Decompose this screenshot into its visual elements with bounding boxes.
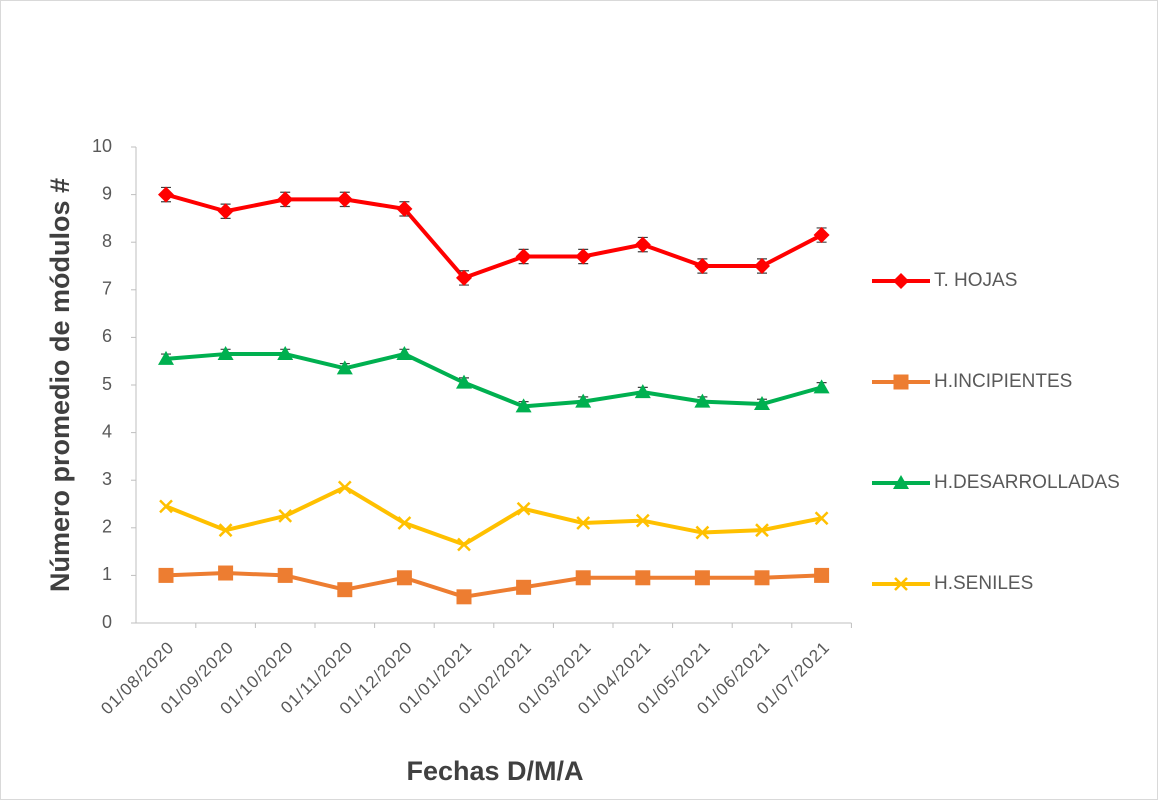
data-point: [694, 570, 710, 586]
data-point: [813, 227, 830, 244]
data-point: [396, 570, 412, 586]
y-tick-label: 9: [102, 183, 112, 203]
data-point: [635, 513, 650, 528]
y-tick-label: 3: [102, 469, 112, 489]
y-tick-label: 5: [102, 374, 112, 394]
series-line: [165, 352, 823, 409]
data-point: [694, 258, 711, 274]
y-tick-label: 10: [92, 136, 112, 156]
data-point: [814, 511, 829, 526]
data-point: [337, 480, 352, 495]
data-point: [754, 570, 770, 586]
data-point: [396, 200, 413, 217]
legend-label: H.INCIPIENTES: [934, 371, 1072, 392]
data-point: [694, 393, 711, 408]
y-tick-label: 8: [102, 231, 112, 251]
data-point: [456, 589, 472, 605]
data-point: [755, 523, 769, 538]
data-point: [634, 236, 651, 253]
data-point: [813, 379, 830, 394]
data-point: [635, 570, 651, 586]
data-point: [217, 203, 234, 220]
data-point: [278, 509, 293, 523]
data-point: [217, 346, 234, 361]
data-point: [575, 570, 591, 586]
series-line: [165, 571, 822, 599]
data-point: [277, 346, 294, 361]
data-point: [515, 248, 532, 265]
y-tick-label: 7: [102, 279, 112, 299]
legend-marker: [893, 475, 909, 489]
legend-label: H.SENILES: [934, 573, 1033, 594]
y-tick-label: 4: [102, 421, 112, 441]
data-point: [277, 191, 294, 208]
legend-label: T. HOJAS: [934, 270, 1017, 291]
data-point: [396, 346, 413, 361]
data-point: [397, 516, 412, 530]
data-point: [456, 374, 472, 389]
legend-marker: [893, 374, 909, 390]
legend-marker: [894, 577, 908, 591]
series-line: [165, 192, 823, 280]
y-tick-label: 6: [102, 326, 112, 346]
y-tick-label: 2: [102, 517, 112, 537]
data-point: [814, 567, 830, 583]
data-point: [158, 567, 174, 583]
y-tick-label: 0: [102, 612, 112, 632]
data-point: [754, 396, 770, 411]
data-point: [456, 269, 472, 286]
data-point: [158, 186, 174, 203]
data-point: [515, 398, 532, 413]
data-point: [754, 258, 770, 274]
legend-marker: [893, 273, 909, 289]
data-point: [336, 360, 353, 375]
x-axis-title: Fechas D/M/A: [406, 756, 583, 786]
data-point: [575, 248, 592, 265]
data-point: [277, 567, 293, 583]
data-point: [218, 523, 233, 538]
legend-label: H.DESARROLLADAS: [934, 472, 1120, 493]
data-point: [159, 499, 173, 514]
data-point: [218, 565, 234, 581]
data-point: [695, 525, 710, 540]
data-point: [336, 191, 353, 208]
data-point: [576, 516, 591, 530]
data-point: [158, 350, 174, 365]
data-point: [457, 537, 471, 552]
data-point: [516, 579, 532, 595]
data-point: [516, 501, 531, 516]
y-tick-label: 1: [102, 564, 112, 584]
y-axis-title: Número promedio de módulos #: [45, 178, 75, 592]
data-point: [337, 582, 353, 598]
data-point: [634, 384, 651, 399]
data-point: [575, 393, 592, 408]
series-line: [165, 485, 822, 547]
